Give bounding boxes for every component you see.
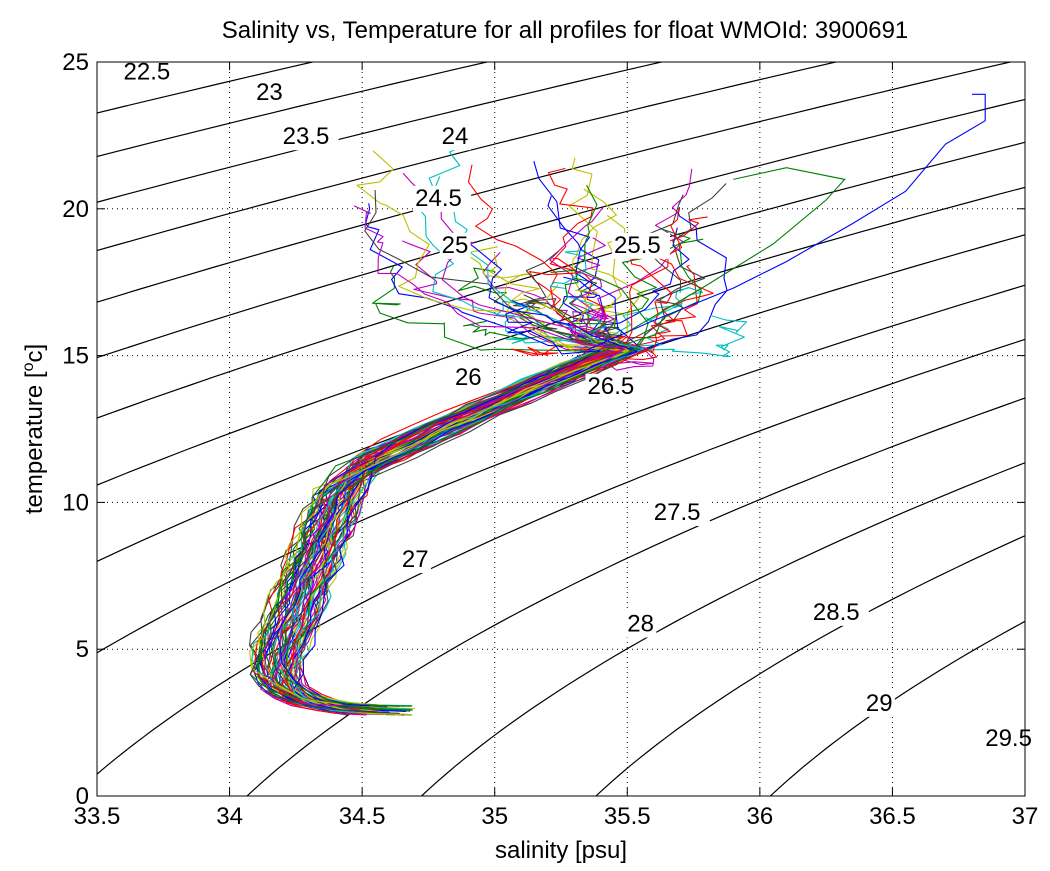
- profile-line: [271, 250, 615, 706]
- density-label: 24.5: [415, 185, 462, 212]
- y-tick-label: 0: [76, 783, 89, 810]
- profile-line: [249, 289, 630, 706]
- profile-line: [276, 207, 683, 715]
- density-contour: [246, 397, 1025, 796]
- profile-line: [254, 376, 552, 712]
- chart-title: Salinity vs, Temperature for all profile…: [222, 17, 909, 44]
- density-label: 28.5: [813, 599, 860, 626]
- density-label: 29: [866, 690, 893, 717]
- profile-line: [263, 345, 595, 712]
- profiles: [249, 93, 986, 716]
- profile-line: [267, 205, 628, 707]
- profile-line: [627, 167, 846, 333]
- x-tick-label: 33.5: [74, 803, 121, 830]
- profile-line: [281, 206, 616, 707]
- profile-line: [273, 168, 693, 714]
- density-contour: [97, 62, 664, 203]
- profile-line: [287, 352, 629, 714]
- profile-line: [285, 184, 649, 711]
- y-tick-label: 10: [62, 489, 89, 516]
- profile-line: [275, 194, 684, 709]
- y-axis-label: temperature [oc]: [20, 344, 48, 514]
- profile-line: [266, 252, 609, 710]
- density-contour: [97, 338, 1025, 775]
- density-contour: [97, 186, 1025, 486]
- x-tick-label: 37: [1012, 803, 1039, 830]
- x-axis: 33.5 34 34.5 35 35.5 36 36.5 37: [74, 62, 1039, 830]
- density-contour: [595, 535, 1025, 796]
- profile-line: [275, 203, 597, 715]
- y-tick-label: 15: [62, 343, 89, 370]
- density-contour: [97, 141, 1025, 419]
- y-tick-label: 25: [62, 49, 89, 76]
- x-tick-label: 35.5: [604, 803, 651, 830]
- density-label-bg: [280, 124, 339, 151]
- density-label: 25: [442, 232, 469, 259]
- y-axis: 0 5 10 15 20 25: [62, 49, 1025, 810]
- profile-line: [270, 189, 647, 716]
- density-contour: [420, 462, 1025, 796]
- density-label: 29.5: [985, 725, 1032, 752]
- density-contour: [769, 620, 1025, 796]
- density-label: 27.5: [654, 499, 701, 526]
- density-label-bg: [625, 611, 657, 638]
- profile-line: [296, 183, 727, 713]
- x-tick-label: 36.5: [869, 803, 916, 830]
- density-label-bg: [254, 80, 286, 107]
- profile-line: [260, 308, 615, 716]
- y-tick-label: 5: [76, 636, 89, 663]
- density-label: 27: [402, 546, 429, 573]
- density-label-bg: [452, 364, 484, 391]
- density-label-bg: [612, 232, 671, 259]
- profile-line: [259, 206, 728, 714]
- density-contour: [97, 284, 1025, 654]
- density-label: 23.5: [283, 123, 330, 150]
- x-tick-label: 34.5: [339, 803, 386, 830]
- density-label: 24: [442, 123, 469, 150]
- density-label-bg: [810, 599, 869, 626]
- profile-line: [276, 234, 638, 707]
- density-label-bg: [121, 59, 180, 86]
- profile-line: [275, 143, 645, 714]
- y-axis-label-sup: o: [20, 362, 37, 371]
- density-label-bg: [399, 546, 431, 573]
- density-label-bg: [983, 726, 1042, 753]
- density-label-bg: [651, 500, 710, 527]
- profile-line: [250, 294, 653, 712]
- density-label: 26: [455, 364, 482, 391]
- profile-line: [587, 93, 986, 351]
- x-tick-label: 36: [747, 803, 774, 830]
- density-contour: [97, 62, 1013, 303]
- density-label: 28: [627, 611, 654, 638]
- density-label: 25.5: [614, 232, 661, 259]
- profile-line: [257, 253, 628, 716]
- profile-line: [286, 150, 627, 716]
- density-label-bg: [413, 185, 472, 212]
- profile-line: [264, 267, 633, 711]
- y-tick-label: 20: [62, 196, 89, 223]
- x-tick-label: 35: [481, 803, 508, 830]
- density-label-bg: [863, 690, 895, 717]
- y-axis-label-suffix: c]: [21, 344, 48, 363]
- density-label: 23: [256, 79, 283, 106]
- plot-frame: [96, 61, 1026, 797]
- density-label-bg: [439, 124, 471, 151]
- density-label: 22.5: [124, 59, 171, 86]
- profile-line: [279, 365, 591, 715]
- profile-line: [249, 361, 572, 714]
- x-axis-label: salinity [psu]: [495, 837, 627, 864]
- density-contour: [97, 98, 1025, 359]
- y-axis-label-prefix: temperature [: [21, 371, 48, 514]
- density-contour: [97, 62, 839, 252]
- density-label-bg: [585, 373, 644, 400]
- density-label: 26.5: [588, 373, 635, 400]
- x-tick-label: 34: [216, 803, 243, 830]
- density-label-bg: [439, 232, 471, 259]
